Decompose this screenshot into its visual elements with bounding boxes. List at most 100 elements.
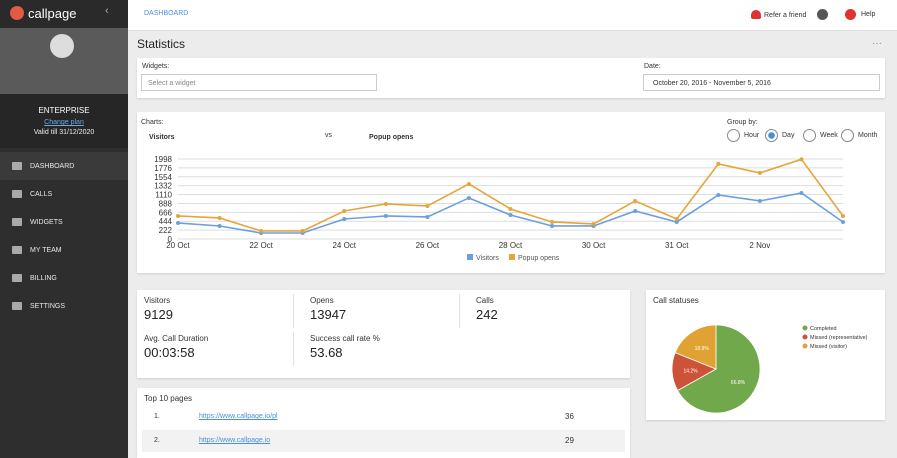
pie-panel: Call statuses 66.8% Completed 14.2% Missed … bbox=[646, 290, 885, 420]
menu-icon bbox=[12, 302, 22, 310]
point bbox=[550, 223, 555, 228]
point bbox=[508, 212, 513, 217]
series-select[interactable]: Visitors bbox=[149, 134, 175, 141]
point bbox=[716, 192, 721, 197]
logo: callpage bbox=[28, 6, 77, 21]
user-box bbox=[0, 28, 128, 94]
menu-icon bbox=[12, 218, 22, 226]
stat-value: 00:03:58 bbox=[144, 345, 195, 360]
x-tick-label: 20 Oct bbox=[166, 241, 190, 250]
point bbox=[841, 219, 845, 224]
radio-label: Hour bbox=[744, 132, 760, 139]
pie-label: 18.9% bbox=[695, 346, 710, 352]
menu-item[interactable]: CALLS bbox=[0, 180, 128, 208]
point bbox=[757, 170, 762, 175]
point bbox=[716, 161, 721, 166]
divider bbox=[293, 294, 294, 328]
pie-slice bbox=[674, 324, 717, 370]
radio-label: Month bbox=[858, 132, 878, 139]
point bbox=[383, 201, 388, 206]
point bbox=[466, 181, 471, 186]
menu-icon bbox=[12, 246, 22, 254]
pie-title: Call statuses bbox=[653, 296, 699, 305]
menu-label: SETTINGS bbox=[30, 302, 66, 310]
change-plan[interactable]: Change plan bbox=[44, 119, 84, 126]
legend-label: Missed (representative) bbox=[810, 335, 868, 341]
help[interactable]: Help bbox=[861, 11, 876, 18]
x-tick-label: 24 Oct bbox=[332, 241, 356, 250]
y-tick-label: 1554 bbox=[154, 173, 172, 182]
y-tick-label: 1998 bbox=[154, 155, 172, 164]
row-count: 29 bbox=[565, 436, 574, 445]
point bbox=[425, 203, 430, 208]
radio[interactable] bbox=[727, 129, 740, 142]
legend-swatch bbox=[802, 334, 808, 340]
pie-slice bbox=[677, 324, 761, 414]
y-tick-label: 1110 bbox=[155, 191, 172, 200]
help-icon bbox=[845, 9, 856, 20]
legend-label: Popup opens bbox=[518, 255, 560, 262]
y-tick-label: 444 bbox=[159, 217, 173, 226]
more[interactable]: ··· bbox=[872, 38, 882, 49]
row-url[interactable]: https://www.callpage.io bbox=[199, 437, 271, 444]
sidebar: callpage ‹ ENTERPRISE Change plan Valid … bbox=[0, 0, 128, 458]
stat-value: 242 bbox=[476, 307, 498, 322]
date-select[interactable]: October 20, 2016 - November 5, 2016 bbox=[643, 74, 880, 91]
point bbox=[550, 219, 555, 224]
radio[interactable] bbox=[841, 129, 854, 142]
legend-swatch bbox=[802, 325, 808, 331]
stat-value: 13947 bbox=[310, 307, 347, 322]
menu-item[interactable]: SETTINGS bbox=[0, 292, 128, 320]
point bbox=[591, 221, 596, 226]
point bbox=[757, 198, 762, 203]
stat-value: 53.68 bbox=[310, 345, 343, 360]
plan: ENTERPRISE bbox=[38, 106, 90, 115]
topbar: DASHBOARD Refer a friend Help bbox=[128, 0, 897, 31]
menu-icon bbox=[12, 190, 22, 198]
stat-value: 9129 bbox=[144, 307, 173, 322]
widget-select[interactable]: Select a widget bbox=[141, 74, 377, 91]
stat-label: Visitors bbox=[144, 296, 171, 305]
row-index: 1. bbox=[154, 413, 160, 420]
menu-label: CALLS bbox=[30, 190, 53, 198]
logo-icon bbox=[10, 6, 24, 20]
settings-icon[interactable] bbox=[817, 9, 828, 20]
radio[interactable] bbox=[765, 129, 778, 142]
radio-label: Week bbox=[820, 132, 838, 139]
series-select[interactable]: Popup opens bbox=[369, 134, 414, 141]
y-tick-label: 1332 bbox=[154, 182, 172, 191]
menu-item[interactable]: DASHBOARD bbox=[0, 152, 128, 180]
legend-label: Completed bbox=[810, 326, 837, 332]
x-tick-label: 2 Nov bbox=[749, 241, 770, 250]
menu-item[interactable]: BILLING bbox=[0, 264, 128, 292]
menu-item[interactable]: WIDGETS bbox=[0, 208, 128, 236]
point bbox=[342, 216, 347, 221]
point bbox=[176, 213, 180, 218]
point bbox=[259, 228, 264, 233]
row-bg bbox=[142, 430, 625, 452]
row-url[interactable]: https://www.callpage.io/pl bbox=[199, 413, 278, 420]
collapse[interactable]: ‹ bbox=[105, 5, 109, 17]
vs: vs bbox=[325, 132, 332, 139]
x-tick-label: 26 Oct bbox=[416, 241, 440, 250]
menu-item[interactable]: MY TEAM bbox=[0, 236, 128, 264]
top-pages-panel: Top 10 pages 1. https://www.callpage.io/p… bbox=[137, 388, 630, 458]
radio[interactable] bbox=[803, 129, 816, 142]
y-tick-label: 666 bbox=[159, 208, 173, 217]
stat-label: Calls bbox=[476, 296, 494, 305]
breadcrumb[interactable]: DASHBOARD bbox=[144, 10, 189, 17]
x-tick-label: 30 Oct bbox=[582, 241, 606, 250]
date-label: Date: bbox=[644, 63, 661, 70]
point bbox=[674, 219, 679, 224]
top-pages-title: Top 10 pages bbox=[144, 394, 193, 403]
legend-swatch bbox=[509, 254, 515, 260]
y-tick-label: 1776 bbox=[154, 164, 172, 173]
row-count: 36 bbox=[565, 412, 574, 421]
refer[interactable]: Refer a friend bbox=[764, 12, 807, 19]
menu-label: MY TEAM bbox=[30, 246, 62, 254]
page-title: Statistics bbox=[137, 37, 186, 51]
y-tick-label: 0 bbox=[168, 235, 173, 244]
y-tick-label: 222 bbox=[159, 226, 173, 235]
